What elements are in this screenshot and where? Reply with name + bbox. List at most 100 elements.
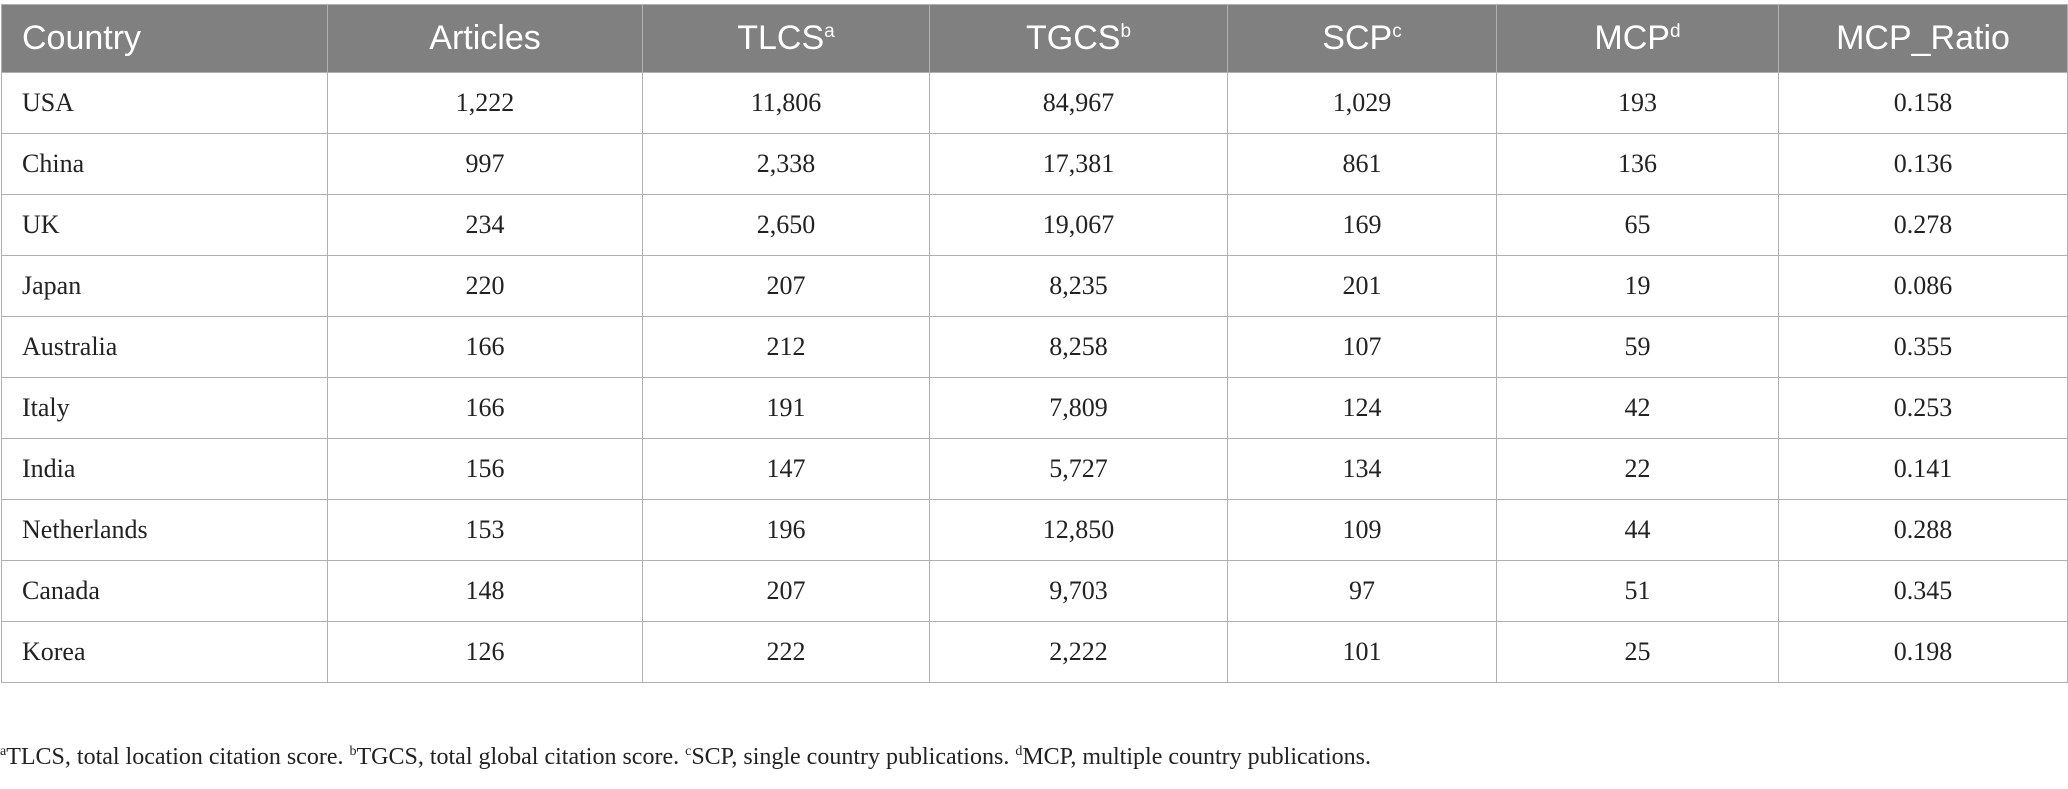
footnote-text: MCP, multiple country publications. [1022, 744, 1371, 770]
value-cell: 109 [1227, 499, 1497, 561]
value-cell: 136 [1496, 133, 1779, 195]
table-row: UK 234 2,650 19,067 169 65 0.278 [1, 194, 2068, 256]
value-cell: 44 [1496, 499, 1779, 561]
table-row: Canada 148 207 9,703 97 51 0.345 [1, 560, 2068, 622]
footnote-mark: d [1015, 744, 1023, 759]
value-cell: 0.198 [1778, 621, 2068, 683]
value-cell: 42 [1496, 377, 1779, 439]
value-cell: 234 [327, 194, 643, 256]
footnote-mark: b [349, 744, 357, 759]
header-text: Articles [429, 19, 541, 57]
footnote: bTGCS, total global citation score. [349, 744, 679, 770]
header-cell: Articles [327, 4, 643, 73]
value-cell: 207 [642, 560, 930, 622]
value-cell: 126 [327, 621, 643, 683]
country-cell: USA [1, 72, 328, 134]
value-cell: 0.141 [1778, 438, 2068, 500]
value-cell: 193 [1496, 72, 1779, 134]
table-row: Italy 166 191 7,809 124 42 0.253 [1, 377, 2068, 439]
value-cell: 22 [1496, 438, 1779, 500]
value-cell: 51 [1496, 560, 1779, 622]
value-cell: 101 [1227, 621, 1497, 683]
value-cell: 124 [1227, 377, 1497, 439]
value-cell: 147 [642, 438, 930, 500]
header-cell: TGCSb [929, 4, 1228, 73]
footnote-mark: b [1120, 21, 1132, 42]
value-cell: 59 [1496, 316, 1779, 378]
value-cell: 196 [642, 499, 930, 561]
value-cell: 97 [1227, 560, 1497, 622]
country-cell: Italy [1, 377, 328, 439]
value-cell: 1,222 [327, 72, 643, 134]
value-cell: 0.278 [1778, 194, 2068, 256]
value-cell: 191 [642, 377, 930, 439]
country-cell: Korea [1, 621, 328, 683]
value-cell: 12,850 [929, 499, 1228, 561]
value-cell: 134 [1227, 438, 1497, 500]
header-text: MCP_Ratio [1836, 19, 2010, 57]
table-row: USA 1,222 11,806 84,967 1,029 193 0.158 [1, 72, 2068, 134]
footnote-text: SCP, single country publications. [691, 744, 1010, 770]
value-cell: 19 [1496, 255, 1779, 317]
table-row: Korea 126 222 2,222 101 25 0.198 [1, 621, 2068, 683]
table-row: China 997 2,338 17,381 861 136 0.136 [1, 133, 2068, 195]
header-cell: Country [1, 4, 328, 73]
header-text: Country [22, 19, 142, 57]
value-cell: 65 [1496, 194, 1779, 256]
value-cell: 0.158 [1778, 72, 2068, 134]
value-cell: 169 [1227, 194, 1497, 256]
value-cell: 997 [327, 133, 643, 195]
value-cell: 0.345 [1778, 560, 2068, 622]
footnote-text: TLCS, total location citation score. [6, 744, 344, 770]
table-row: India 156 147 5,727 134 22 0.141 [1, 438, 2068, 500]
footnote-mark: d [1669, 21, 1681, 42]
country-cell: China [1, 133, 328, 195]
data-table: Country Articles TLCSa TGCSb SCPc MCPd MCP_Rat… [1, 4, 2068, 683]
header-text: SCP [1322, 19, 1393, 57]
header-text: MCP [1594, 19, 1670, 57]
value-cell: 201 [1227, 255, 1497, 317]
value-cell: 8,235 [929, 255, 1228, 317]
footnote: dMCP, multiple country publications. [1015, 744, 1371, 770]
value-cell: 9,703 [929, 560, 1228, 622]
header-text: TLCS [737, 19, 825, 57]
value-cell: 222 [642, 621, 930, 683]
footnote-mark: c [685, 744, 692, 759]
value-cell: 148 [327, 560, 643, 622]
footnote-mark: a [824, 21, 835, 42]
value-cell: 25 [1496, 621, 1779, 683]
value-cell: 0.086 [1778, 255, 2068, 317]
value-cell: 207 [642, 255, 930, 317]
footnote-text: TGCS, total global citation score. [356, 744, 680, 770]
table-body: USA 1,222 11,806 84,967 1,029 193 0.158 China 99… [1, 72, 2068, 683]
header-cell: TLCSa [642, 4, 930, 73]
footnote: cSCP, single country publications. [685, 744, 1009, 770]
value-cell: 0.288 [1778, 499, 2068, 561]
value-cell: 0.253 [1778, 377, 2068, 439]
country-cell: India [1, 438, 328, 500]
value-cell: 84,967 [929, 72, 1228, 134]
value-cell: 861 [1227, 133, 1497, 195]
table-row: Netherlands 153 196 12,850 109 44 0.288 [1, 499, 2068, 561]
value-cell: 166 [327, 316, 643, 378]
value-cell: 2,222 [929, 621, 1228, 683]
value-cell: 11,806 [642, 72, 930, 134]
value-cell: 7,809 [929, 377, 1228, 439]
table-row: Australia 166 212 8,258 107 59 0.355 [1, 316, 2068, 378]
value-cell: 220 [327, 255, 643, 317]
header-row: Country Articles TLCSa TGCSb SCPc MCPd MCP_Rat… [1, 4, 2068, 73]
footnote: aTLCS, total location citation score. [0, 744, 343, 770]
value-cell: 166 [327, 377, 643, 439]
header-text: TGCS [1025, 19, 1121, 57]
value-cell: 212 [642, 316, 930, 378]
country-cell: Netherlands [1, 499, 328, 561]
header-cell: MCP_Ratio [1778, 4, 2068, 73]
value-cell: 156 [327, 438, 643, 500]
footnote-mark: c [1392, 21, 1402, 42]
value-cell: 107 [1227, 316, 1497, 378]
value-cell: 8,258 [929, 316, 1228, 378]
country-cell: Australia [1, 316, 328, 378]
value-cell: 0.355 [1778, 316, 2068, 378]
value-cell: 19,067 [929, 194, 1228, 256]
